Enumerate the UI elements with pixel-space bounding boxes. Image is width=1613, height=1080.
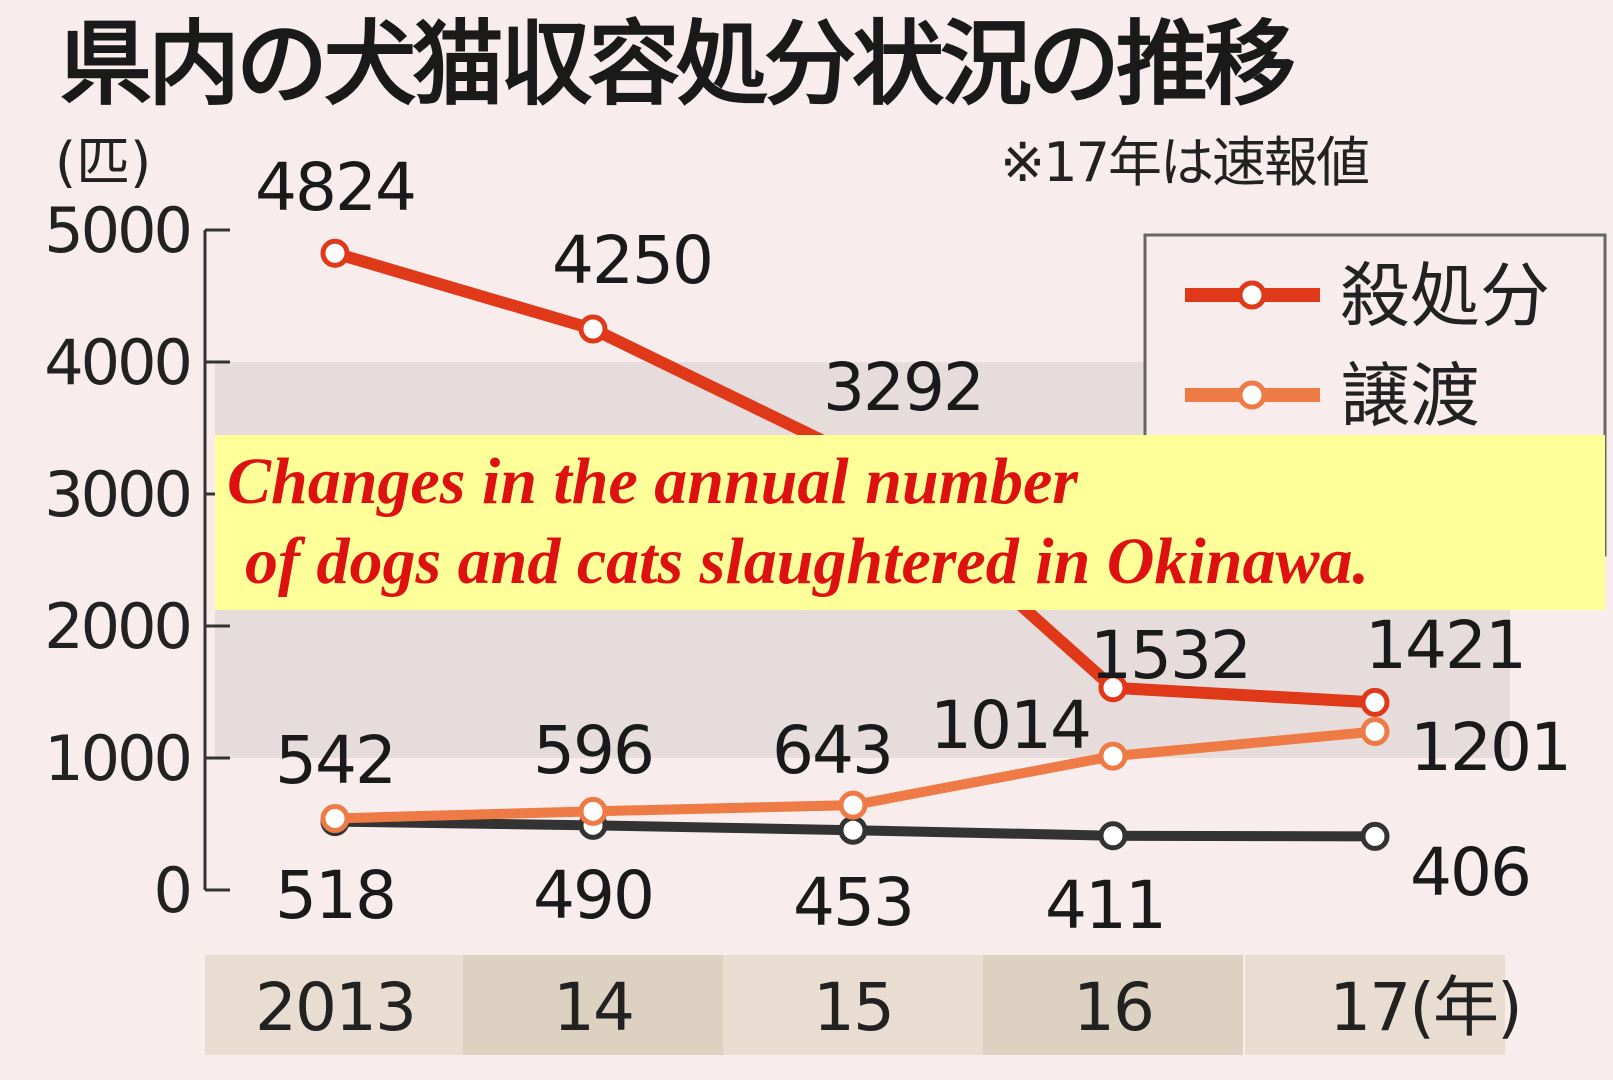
x-tick-label: 14	[553, 969, 633, 1046]
data-point	[838, 815, 868, 845]
data-point	[838, 790, 868, 820]
data-label: 1014	[930, 687, 1090, 764]
chart-title: 県内の犬猫収容処分状況の推移	[60, 11, 1296, 118]
x-category-band	[205, 955, 465, 1055]
data-label: 3292	[823, 349, 983, 426]
caption-line-2: of dogs and cats slaughtered in Okinawa.	[245, 525, 1369, 598]
data-label: 1532	[1090, 617, 1250, 694]
y-tick-label: 3000	[44, 458, 190, 531]
chart-note: ※17年は速報値	[1000, 131, 1370, 194]
x-category-band	[463, 955, 723, 1055]
data-label: 596	[533, 712, 653, 789]
data-label: 4250	[552, 222, 712, 299]
caption-line-1: Changes in the annual number	[227, 445, 1078, 518]
y-axis-unit: (匹)	[55, 131, 152, 194]
x-category-band	[983, 955, 1243, 1055]
data-point	[1098, 821, 1128, 851]
data-point	[578, 314, 608, 344]
y-tick-label: 0	[154, 854, 190, 927]
y-tick-label: 4000	[44, 326, 190, 399]
x-category-band	[723, 955, 983, 1055]
data-label: 643	[772, 712, 892, 789]
y-tick-label: 2000	[44, 590, 190, 663]
y-tick-label: 1000	[44, 722, 190, 795]
data-label: 4824	[255, 149, 415, 226]
data-point	[320, 803, 350, 833]
data-label: 411	[1045, 867, 1165, 944]
series-2	[320, 716, 1390, 833]
data-label: 490	[533, 857, 653, 934]
data-label: 542	[275, 722, 395, 799]
data-point	[1360, 821, 1390, 851]
x-tick-label: 2013	[255, 969, 415, 1046]
y-tick-label: 5000	[44, 194, 190, 267]
data-point	[320, 238, 350, 268]
x-tick-label: 16	[1073, 969, 1153, 1046]
data-label: 453	[793, 864, 913, 941]
data-label: 1421	[1365, 607, 1525, 684]
caption-overlay: Changes in the annual number of dogs and…	[215, 435, 1605, 610]
data-point	[1098, 673, 1128, 703]
data-point	[1360, 687, 1390, 717]
data-point	[578, 796, 608, 826]
x-tick-label: 17(年)	[1329, 969, 1520, 1046]
data-point	[1098, 741, 1128, 771]
legend-marker	[1237, 380, 1267, 410]
x-tick-label: 15	[813, 969, 893, 1046]
legend-label: 譲渡	[1340, 355, 1480, 437]
legend-label: 殺処分	[1340, 255, 1550, 337]
data-label: 406	[1410, 834, 1530, 911]
data-label: 1201	[1410, 709, 1570, 786]
data-point	[1360, 716, 1390, 746]
data-label: 518	[275, 857, 395, 934]
x-category-band	[1245, 955, 1505, 1055]
legend-marker	[1237, 280, 1267, 310]
